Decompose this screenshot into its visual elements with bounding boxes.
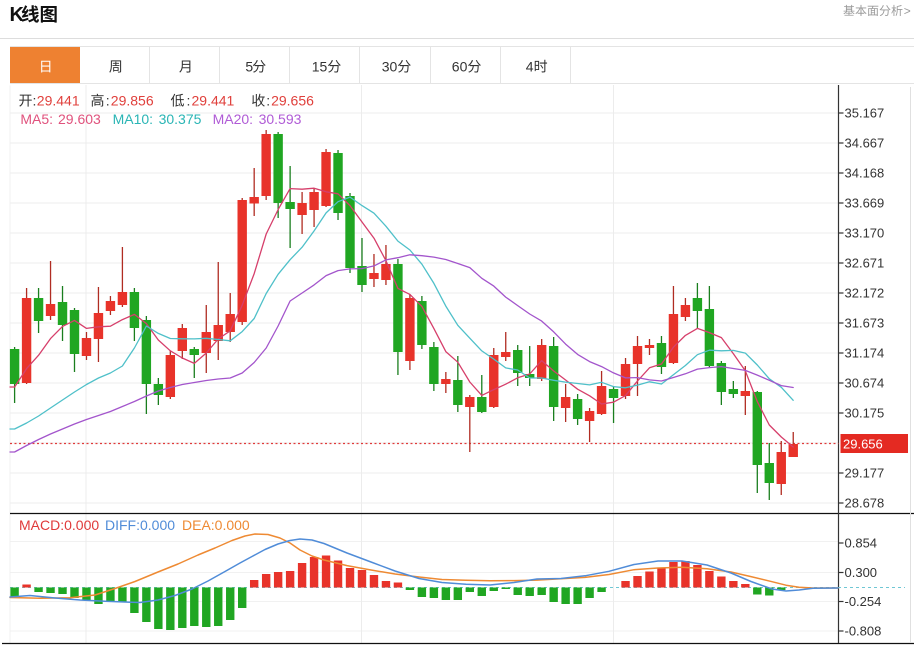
svg-text::: : (187, 93, 191, 109)
svg-text:29.603: 29.603 (58, 111, 101, 127)
svg-text:0.854: 0.854 (845, 536, 878, 551)
svg-text:31.174: 31.174 (845, 346, 885, 361)
svg-text:30: 30 (382, 59, 398, 75)
svg-text:30.674: 30.674 (845, 376, 885, 391)
svg-text:33.669: 33.669 (845, 196, 885, 211)
svg-text:35.167: 35.167 (845, 106, 885, 121)
svg-text:32.172: 32.172 (845, 286, 885, 301)
svg-text:5: 5 (245, 59, 253, 75)
svg-text:60: 60 (452, 59, 468, 75)
svg-text::: : (33, 93, 37, 109)
svg-text:MA20:: MA20: (213, 111, 253, 127)
svg-text:29.856: 29.856 (111, 93, 154, 109)
svg-text:MACD:0.000: MACD:0.000 (19, 517, 99, 533)
svg-text:33.170: 33.170 (845, 226, 885, 241)
svg-text::: : (266, 93, 270, 109)
svg-text:29.441: 29.441 (37, 93, 80, 109)
svg-text:29.177: 29.177 (845, 466, 885, 481)
svg-text:0.300: 0.300 (845, 565, 878, 580)
svg-text:30.375: 30.375 (159, 111, 202, 127)
svg-text::: : (106, 93, 110, 109)
svg-text:28.678: 28.678 (845, 496, 885, 511)
svg-text:15: 15 (312, 59, 328, 75)
svg-text:MA10:: MA10: (113, 111, 153, 127)
svg-text:K: K (10, 4, 25, 26)
svg-text:>: > (904, 4, 911, 18)
svg-text:-0.254: -0.254 (845, 594, 882, 609)
svg-text:34.168: 34.168 (845, 166, 885, 181)
svg-text:-0.808: -0.808 (845, 624, 882, 639)
svg-text:32.671: 32.671 (845, 256, 885, 271)
svg-text:29.441: 29.441 (192, 93, 235, 109)
svg-text:DEA:0.000: DEA:0.000 (182, 517, 250, 533)
svg-text:29.656: 29.656 (843, 437, 883, 452)
svg-text:DIFF:0.000: DIFF:0.000 (105, 517, 175, 533)
svg-text:31.673: 31.673 (845, 316, 885, 331)
svg-text:30.175: 30.175 (845, 406, 885, 421)
svg-text:MA5:: MA5: (20, 111, 53, 127)
svg-text:34.667: 34.667 (845, 136, 885, 151)
svg-text:4: 4 (526, 59, 534, 75)
svg-text:30.593: 30.593 (259, 111, 302, 127)
svg-text:29.656: 29.656 (271, 93, 314, 109)
